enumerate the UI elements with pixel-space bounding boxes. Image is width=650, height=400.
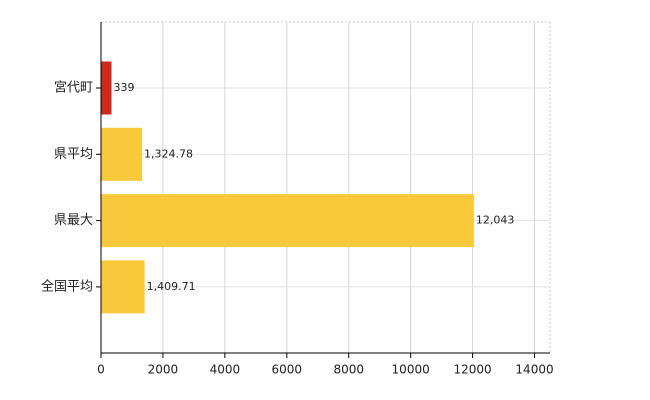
x-tick-label: 8000 — [333, 363, 364, 377]
bar — [101, 260, 145, 314]
y-tick-label: 県平均 — [54, 147, 93, 162]
x-tick-label: 2000 — [148, 363, 179, 377]
value-label: 339 — [113, 81, 134, 94]
bar — [101, 61, 112, 115]
x-tick-label: 6000 — [272, 363, 303, 377]
value-label: 12,043 — [476, 214, 515, 227]
x-tick-label: 14000 — [515, 363, 553, 377]
y-tick-label: 全国平均 — [41, 278, 93, 294]
x-tick-label: 0 — [97, 363, 105, 377]
x-tick-label: 10000 — [392, 363, 430, 377]
bar — [101, 127, 143, 181]
value-label: 1,409.71 — [147, 280, 196, 293]
x-tick-label: 12000 — [453, 363, 491, 377]
value-label: 1,324.78 — [144, 147, 193, 160]
y-tick-label: 県最大 — [54, 213, 93, 228]
bar — [101, 194, 474, 248]
x-tick-label: 4000 — [210, 363, 241, 377]
y-tick-label: 宮代町 — [54, 80, 93, 96]
